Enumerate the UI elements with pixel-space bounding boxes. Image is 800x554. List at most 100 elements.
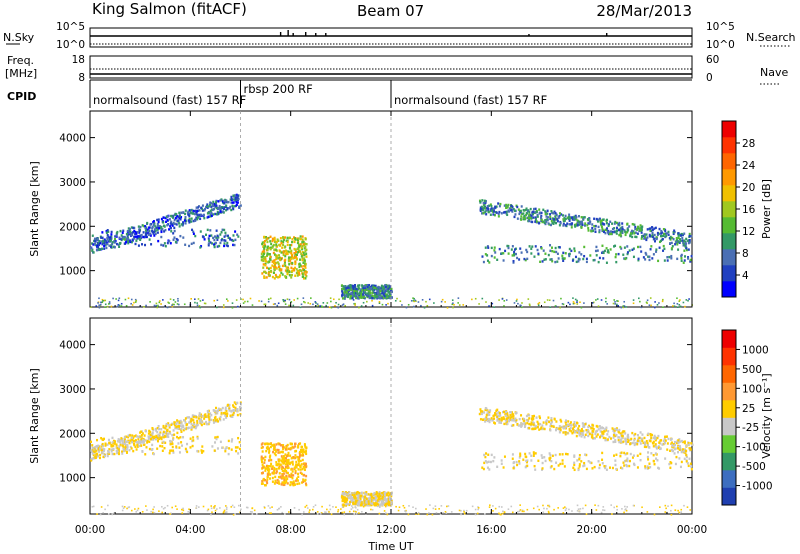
data-cell [365, 500, 368, 504]
data-cell [162, 216, 165, 219]
data-cell [575, 424, 578, 427]
data-cell [612, 440, 615, 444]
data-cell [95, 449, 98, 452]
data-cell [647, 432, 650, 435]
data-cell [158, 301, 161, 304]
data-cell [653, 434, 656, 438]
data-cell [503, 410, 506, 414]
data-cell [177, 297, 179, 300]
data-cell [269, 255, 272, 259]
data-cell [687, 248, 690, 251]
data-cell [294, 274, 297, 277]
data-cell [369, 291, 372, 295]
data-cell [153, 234, 156, 237]
data-cell [613, 222, 616, 225]
data-cell [275, 275, 278, 278]
data-cell [474, 513, 477, 516]
data-cell [230, 201, 233, 204]
data-cell [583, 216, 586, 219]
data-cell [286, 464, 289, 467]
data-cell [169, 298, 172, 300]
data-cell [568, 254, 571, 258]
data-cell [500, 419, 503, 422]
data-cell [656, 436, 659, 440]
data-cell [633, 223, 636, 226]
data-cell [679, 465, 682, 469]
data-cell [230, 440, 233, 443]
data-cell [288, 270, 291, 274]
data-cell [600, 434, 603, 438]
data-cell [264, 455, 267, 459]
data-cell [356, 498, 359, 502]
data-cell [659, 439, 662, 442]
data-cell [210, 234, 213, 237]
data-cell [645, 253, 648, 256]
data-cell [490, 246, 493, 250]
data-cell [593, 465, 596, 469]
data-cell [342, 503, 345, 506]
data-cell [581, 222, 584, 225]
data-cell [495, 205, 498, 208]
data-cell [367, 289, 370, 293]
data-cell [557, 257, 560, 260]
data-cell [282, 475, 285, 479]
data-cell [302, 480, 305, 484]
data-cell [458, 304, 461, 306]
data-cell [304, 445, 307, 449]
data-cell [91, 444, 94, 447]
data-cell [332, 298, 335, 301]
data-cell [499, 202, 502, 206]
data-cell [687, 257, 690, 260]
data-cell [457, 297, 460, 299]
data-cell [401, 304, 403, 306]
data-cell [288, 462, 291, 466]
data-cell [544, 459, 547, 463]
data-cell [280, 483, 283, 486]
data-cell [561, 425, 564, 429]
data-cell [356, 508, 359, 511]
data-cell [344, 492, 347, 495]
data-cell [526, 421, 529, 425]
data-cell [275, 467, 278, 471]
data-cell [677, 509, 679, 512]
data-cell [271, 465, 274, 468]
data-cell [368, 283, 371, 287]
data-cell [137, 235, 140, 238]
data-cell [556, 220, 559, 223]
data-cell [154, 436, 157, 439]
data-cell [285, 446, 288, 449]
data-cell [107, 237, 110, 240]
data-cell [160, 437, 163, 441]
data-cell [591, 433, 594, 437]
data-cell [588, 432, 591, 436]
data-cell [273, 452, 276, 455]
data-cell [614, 439, 617, 442]
data-cell [236, 401, 239, 405]
data-cell [298, 265, 301, 269]
data-cell [203, 302, 206, 305]
data-cell [234, 409, 237, 412]
data-cell [551, 221, 554, 225]
data-cell [646, 228, 649, 231]
data-cell [369, 503, 372, 507]
data-cell [658, 246, 661, 249]
data-cell [534, 216, 537, 219]
data-cell [571, 218, 574, 221]
data-cell [98, 304, 100, 306]
data-cell [305, 504, 308, 507]
data-cell [609, 466, 612, 469]
data-cell [91, 446, 94, 450]
data-cell [274, 480, 277, 484]
data-cell [222, 211, 225, 214]
data-cell [492, 459, 495, 463]
cpid-segment-label: normalsound (fast) 157 RF [394, 93, 547, 107]
data-cell [514, 209, 517, 213]
data-cell [289, 442, 292, 446]
data-cell [295, 255, 298, 258]
data-cell [542, 504, 544, 507]
data-cell [574, 255, 577, 259]
data-cell [575, 430, 578, 433]
data-cell [529, 423, 532, 426]
data-cell [544, 252, 547, 255]
data-cell [291, 254, 294, 258]
